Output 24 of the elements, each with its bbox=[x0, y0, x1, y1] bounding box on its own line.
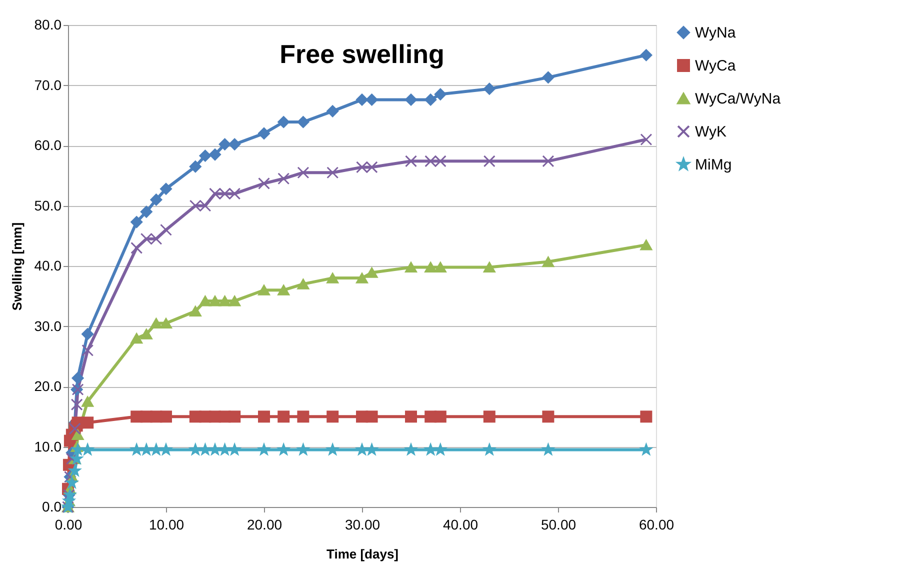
x-tick-label: 60.00 bbox=[638, 516, 674, 532]
y-tick-label: 30.0 bbox=[34, 318, 62, 334]
legend-label: WyCa bbox=[695, 58, 736, 74]
y-tick-label: 70.0 bbox=[34, 76, 62, 93]
y-tick-label: 60.0 bbox=[34, 137, 62, 153]
x-tick-label: 40.00 bbox=[442, 516, 478, 532]
x-axis-title: Time [days] bbox=[326, 546, 399, 562]
y-tick-label: 80.0 bbox=[34, 16, 62, 32]
y-tick-label: 50.0 bbox=[34, 197, 62, 214]
text: Free swelling bbox=[280, 39, 444, 69]
x-tick-label: 30.00 bbox=[344, 516, 380, 532]
legend-label: WyCa/WyNa bbox=[695, 90, 782, 108]
y-tick-label: 0.0 bbox=[42, 498, 62, 514]
legend-label: WyK bbox=[695, 124, 727, 140]
x-tick-label: 10.00 bbox=[148, 516, 184, 532]
y-axis-title: Swelling [mm] bbox=[9, 222, 24, 311]
x-tick-label: 20.00 bbox=[246, 516, 282, 532]
x-tick-label: 0.00 bbox=[54, 516, 82, 532]
y-tick-label: 40.0 bbox=[34, 258, 62, 274]
y-tick-label: 20.0 bbox=[34, 378, 62, 394]
x-tick-label: 50.00 bbox=[540, 516, 576, 532]
legend-label: MiMg bbox=[695, 156, 732, 174]
legend-label: WyNa bbox=[695, 24, 736, 42]
y-tick-label: 10.0 bbox=[34, 438, 62, 454]
